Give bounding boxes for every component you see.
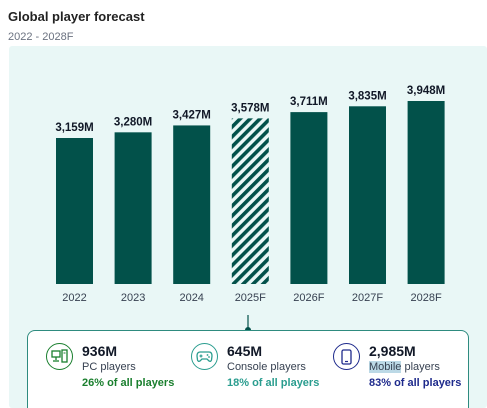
x-tick-2022: 2022 [62,292,86,304]
data-label-2025F: 3,578M [231,102,269,114]
bar-2026F [290,112,328,284]
data-label-2023: 3,280M [114,116,152,128]
x-tick-2027F: 2027F [352,292,383,304]
stat-mobile-label-highlight: Mobile [369,361,402,373]
pc-icon [46,343,73,370]
stat-console-value: 645M [227,343,263,359]
x-tick-2028F: 2028F [410,292,441,304]
bar-2022 [56,138,93,284]
stat-pc-value: 936M [82,343,118,359]
stat-mobile-share: 83% of all players [369,377,462,389]
bar-2023 [114,132,152,284]
bar-2028F [407,101,445,284]
bar-2025F [231,118,269,284]
stat-pc-label: PC players [82,361,136,373]
x-tick-2023: 2023 [121,292,145,304]
player-stats-card: 936M PC players 26% of all players 645M … [27,330,469,408]
stat-console-share: 18% of all players [227,377,320,389]
data-label-2024: 3,427M [173,109,211,121]
data-label-2022: 3,159M [55,122,93,134]
bar-2024 [173,125,211,284]
bar-chart: 3,159M 2022 3,280M 2023 3,427M 2024 3,578M 2025… [55,85,445,330]
stat-mobile-label: Mobile players [369,361,440,373]
chart-subtitle: 2022 - 2028F [8,31,74,43]
stat-pc-share: 26% of all players [82,377,175,389]
stat-mobile-value: 2,985M [369,343,416,359]
x-tick-2025F: 2025F [235,292,266,304]
gamepad-icon [191,343,218,370]
chart-title: Global player forecast [8,9,145,24]
stat-console-label: Console players [227,361,306,373]
bar-2027F [349,106,386,285]
data-label-2027F: 3,835M [348,90,386,102]
data-label-2026F: 3,711M [290,96,328,108]
stat-mobile-label-rest: players [401,361,440,373]
data-label-2028F: 3,948M [407,85,445,97]
x-tick-2026F: 2026F [293,292,324,304]
smartphone-icon [333,343,360,370]
x-tick-2024: 2024 [179,292,203,304]
